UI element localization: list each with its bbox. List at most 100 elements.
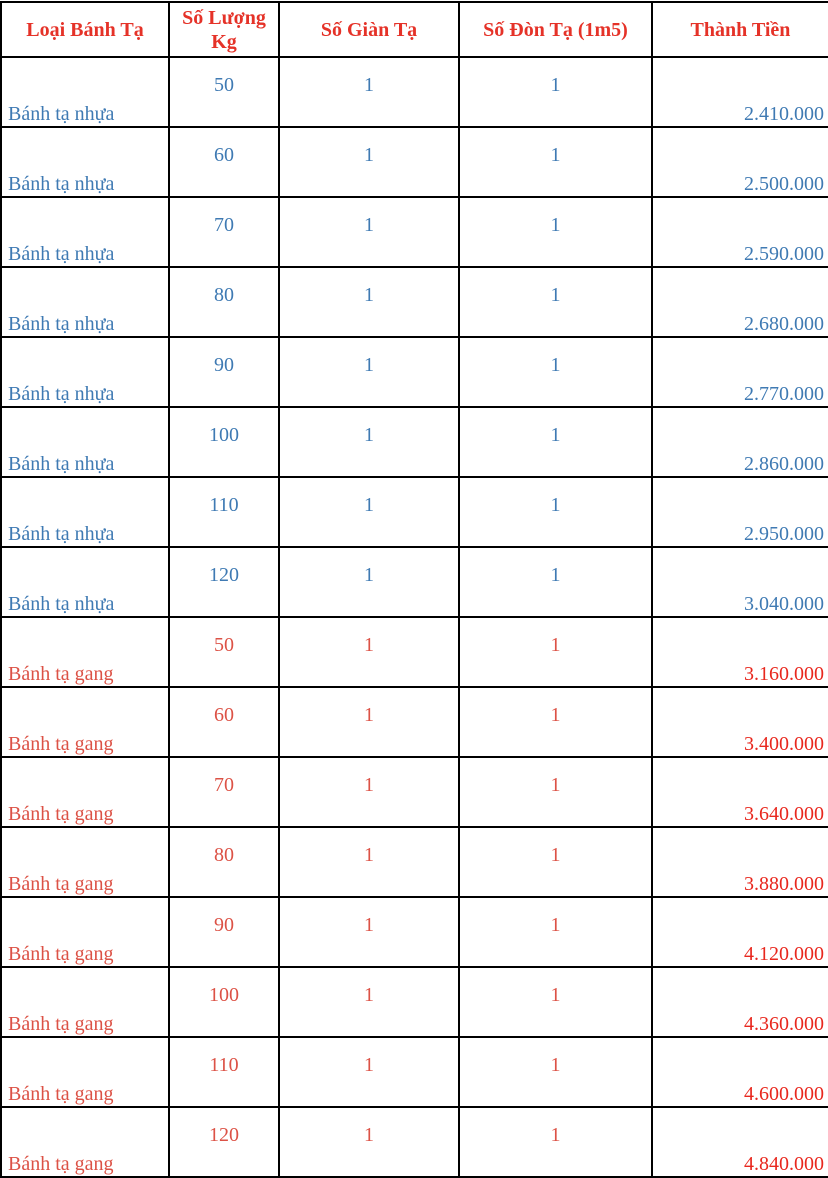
price-cell: 3.160.000: [651, 616, 828, 688]
table-row: Bánh tạ nhựa 70 1 1 2.590.000: [0, 196, 828, 268]
table-row: Bánh tạ gang 80 1 1 3.880.000: [0, 826, 828, 898]
price-cell: 3.400.000: [651, 686, 828, 758]
price-cell: 2.860.000: [651, 406, 828, 478]
weight-type-cell: Bánh tạ nhựa: [0, 476, 170, 548]
price-cell: 3.040.000: [651, 546, 828, 618]
price-cell: 4.600.000: [651, 1036, 828, 1108]
table-row: Bánh tạ gang 70 1 1 3.640.000: [0, 756, 828, 828]
weight-kg-cell: 50: [168, 56, 280, 128]
bar-count-cell: 1: [458, 756, 653, 828]
weight-kg-cell: 60: [168, 686, 280, 758]
rack-count-cell: 1: [278, 1036, 460, 1108]
bar-count-cell: 1: [458, 56, 653, 128]
weight-kg-cell: 60: [168, 126, 280, 198]
rack-count-cell: 1: [278, 126, 460, 198]
rack-count-cell: 1: [278, 546, 460, 618]
table-row: Bánh tạ nhựa 110 1 1 2.950.000: [0, 476, 828, 548]
table-row: Bánh tạ nhựa 50 1 1 2.410.000: [0, 56, 828, 128]
bar-count-cell: 1: [458, 266, 653, 338]
weight-kg-cell: 110: [168, 476, 280, 548]
bar-count-cell: 1: [458, 476, 653, 548]
header-kg: Số Lượng Kg: [168, 1, 280, 58]
price-cell: 2.590.000: [651, 196, 828, 268]
table-row: Bánh tạ gang 120 1 1 4.840.000: [0, 1106, 828, 1178]
header-type: Loại Bánh Tạ: [0, 1, 170, 58]
rack-count-cell: 1: [278, 826, 460, 898]
bar-count-cell: 1: [458, 196, 653, 268]
rack-count-cell: 1: [278, 896, 460, 968]
weight-type-cell: Bánh tạ gang: [0, 686, 170, 758]
bar-count-cell: 1: [458, 126, 653, 198]
bar-count-cell: 1: [458, 406, 653, 478]
price-cell: 4.120.000: [651, 896, 828, 968]
table-row: Bánh tạ nhựa 80 1 1 2.680.000: [0, 266, 828, 338]
rack-count-cell: 1: [278, 336, 460, 408]
rack-count-cell: 1: [278, 1106, 460, 1178]
weight-type-cell: Bánh tạ nhựa: [0, 126, 170, 198]
header-bar: Số Đòn Tạ (1m5): [458, 1, 653, 58]
bar-count-cell: 1: [458, 686, 653, 758]
header-row: Loại Bánh Tạ Số Lượng Kg Số Giàn Tạ Số Đ…: [0, 1, 828, 58]
weight-kg-cell: 120: [168, 546, 280, 618]
table-row: Bánh tạ nhựa 60 1 1 2.500.000: [0, 126, 828, 198]
weight-kg-cell: 90: [168, 336, 280, 408]
bar-count-cell: 1: [458, 546, 653, 618]
weight-kg-cell: 120: [168, 1106, 280, 1178]
bar-count-cell: 1: [458, 896, 653, 968]
rack-count-cell: 1: [278, 406, 460, 478]
price-cell: 3.640.000: [651, 756, 828, 828]
header-price: Thành Tiền: [651, 1, 828, 58]
weight-kg-cell: 70: [168, 196, 280, 268]
price-cell: 2.410.000: [651, 56, 828, 128]
weight-type-cell: Bánh tạ gang: [0, 1106, 170, 1178]
header-rack: Số Giàn Tạ: [278, 1, 460, 58]
bar-count-cell: 1: [458, 1036, 653, 1108]
weight-type-cell: Bánh tạ gang: [0, 896, 170, 968]
weight-kg-cell: 70: [168, 756, 280, 828]
weight-type-cell: Bánh tạ nhựa: [0, 406, 170, 478]
price-cell: 4.360.000: [651, 966, 828, 1038]
weight-kg-cell: 90: [168, 896, 280, 968]
table-row: Bánh tạ gang 100 1 1 4.360.000: [0, 966, 828, 1038]
weight-kg-cell: 80: [168, 826, 280, 898]
rack-count-cell: 1: [278, 196, 460, 268]
price-cell: 2.950.000: [651, 476, 828, 548]
weight-type-cell: Bánh tạ gang: [0, 966, 170, 1038]
rack-count-cell: 1: [278, 476, 460, 548]
table-row: Bánh tạ nhựa 120 1 1 3.040.000: [0, 546, 828, 618]
table-row: Bánh tạ gang 90 1 1 4.120.000: [0, 896, 828, 968]
weight-type-cell: Bánh tạ nhựa: [0, 546, 170, 618]
table-row: Bánh tạ nhựa 100 1 1 2.860.000: [0, 406, 828, 478]
weight-kg-cell: 50: [168, 616, 280, 688]
rack-count-cell: 1: [278, 266, 460, 338]
weight-kg-cell: 110: [168, 1036, 280, 1108]
weight-type-cell: Bánh tạ gang: [0, 756, 170, 828]
weight-kg-cell: 100: [168, 966, 280, 1038]
table-row: Bánh tạ gang 50 1 1 3.160.000: [0, 616, 828, 688]
price-cell: 2.770.000: [651, 336, 828, 408]
weight-type-cell: Bánh tạ nhựa: [0, 196, 170, 268]
bar-count-cell: 1: [458, 336, 653, 408]
bar-count-cell: 1: [458, 826, 653, 898]
price-cell: 2.500.000: [651, 126, 828, 198]
price-cell: 2.680.000: [651, 266, 828, 338]
table-row: Bánh tạ gang 110 1 1 4.600.000: [0, 1036, 828, 1108]
bar-count-cell: 1: [458, 616, 653, 688]
weight-type-cell: Bánh tạ nhựa: [0, 336, 170, 408]
weight-type-cell: Bánh tạ gang: [0, 616, 170, 688]
table-row: Bánh tạ gang 60 1 1 3.400.000: [0, 686, 828, 758]
bar-count-cell: 1: [458, 1106, 653, 1178]
price-cell: 3.880.000: [651, 826, 828, 898]
table-row: Bánh tạ nhựa 90 1 1 2.770.000: [0, 336, 828, 408]
rack-count-cell: 1: [278, 756, 460, 828]
rack-count-cell: 1: [278, 686, 460, 758]
rack-count-cell: 1: [278, 56, 460, 128]
rack-count-cell: 1: [278, 966, 460, 1038]
rack-count-cell: 1: [278, 616, 460, 688]
weight-type-cell: Bánh tạ gang: [0, 1036, 170, 1108]
weight-kg-cell: 80: [168, 266, 280, 338]
weight-type-cell: Bánh tạ nhựa: [0, 266, 170, 338]
bar-count-cell: 1: [458, 966, 653, 1038]
weight-kg-cell: 100: [168, 406, 280, 478]
